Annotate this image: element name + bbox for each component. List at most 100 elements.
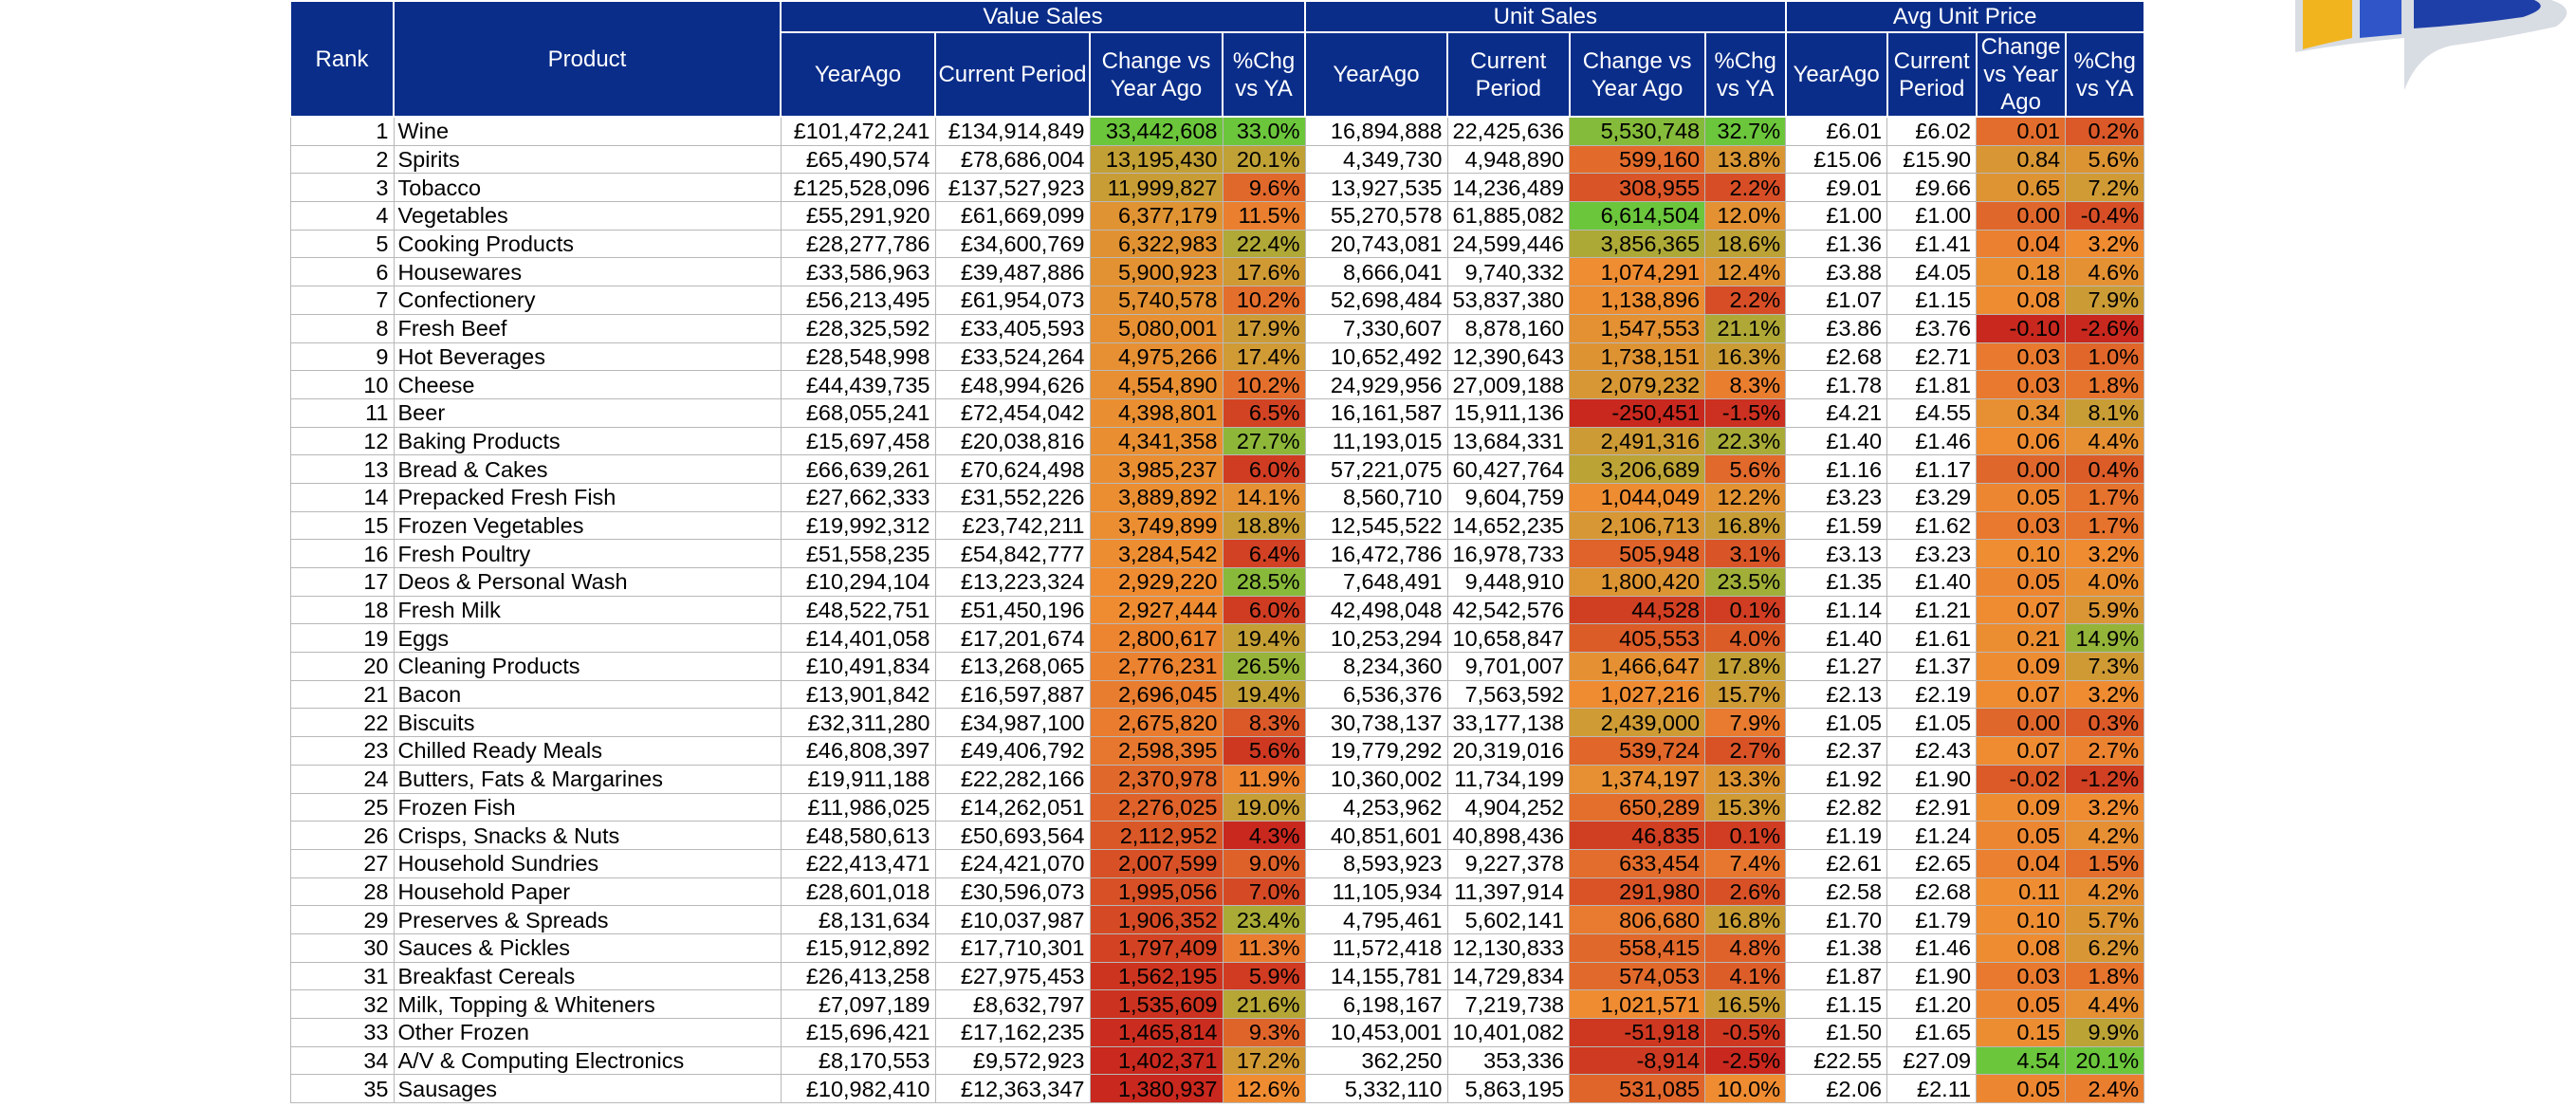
value-pct-cell: 19.4% xyxy=(1222,623,1306,654)
unit-current-cell: 27,009,188 xyxy=(1446,370,1571,399)
unit-pct-cell: 8.3% xyxy=(1704,370,1787,399)
product-cell: Household Sundries xyxy=(393,848,782,878)
price-yearago-cell: £1.92 xyxy=(1785,764,1888,794)
value-current-cell: £14,262,051 xyxy=(934,792,1091,822)
value-change-cell: 4,341,358 xyxy=(1089,426,1224,456)
value-pct-cell: 9.6% xyxy=(1222,173,1306,203)
value-pct-cell: 11.3% xyxy=(1222,933,1306,963)
rank-cell: 18 xyxy=(289,595,395,625)
price-pct-cell: 7.9% xyxy=(2065,286,2145,315)
price-change-cell: -0.10 xyxy=(1976,313,2067,343)
value-change-cell: 2,370,978 xyxy=(1089,764,1224,794)
value-current-cell: £24,421,070 xyxy=(934,848,1091,878)
product-cell: Bread & Cakes xyxy=(393,454,782,484)
price-yearago-cell: £1.87 xyxy=(1785,961,1888,991)
value-yearago-cell: £28,601,018 xyxy=(780,877,936,907)
value-yearago-cell: £65,490,574 xyxy=(780,144,936,175)
unit-pct-cell: 22.3% xyxy=(1704,426,1787,456)
value-change-cell: 3,889,892 xyxy=(1089,482,1224,512)
price-yearago-cell: £3.86 xyxy=(1785,313,1888,343)
unit-pct-cell: 2.2% xyxy=(1704,286,1787,315)
product-cell: Confectionery xyxy=(393,286,782,315)
unit-pct-header: %Chg vs YA xyxy=(1703,31,1787,118)
value-pct-cell: 17.2% xyxy=(1222,1045,1306,1076)
unit-pct-cell: 17.8% xyxy=(1704,652,1787,681)
price-yearago-cell: £2.61 xyxy=(1785,848,1888,878)
price-change-cell: 0.05 xyxy=(1976,989,2067,1019)
avg-unit-price-header: Avg Unit Price xyxy=(1784,0,2145,33)
unit-pct-cell: -2.5% xyxy=(1704,1045,1787,1076)
unit-change-cell: 1,374,197 xyxy=(1569,764,1706,794)
price-current-cell: £4.05 xyxy=(1886,257,1978,287)
table-row: 26 Crisps, Snacks & Nuts £48,580,613 £50,69… xyxy=(289,821,2145,850)
product-cell: Frozen Fish xyxy=(393,792,782,822)
value-pct-cell: 9.0% xyxy=(1222,848,1306,878)
price-change-cell: 0.10 xyxy=(1976,539,2067,568)
product-cell: Frozen Vegetables xyxy=(393,510,782,541)
value-change-cell: 2,112,952 xyxy=(1089,821,1224,850)
product-cell: Butters, Fats & Margarines xyxy=(393,764,782,794)
value-pct-cell: 10.2% xyxy=(1222,286,1306,315)
table-row: 8 Fresh Beef £28,325,592 £33,405,593 5,080,0… xyxy=(289,313,2145,343)
value-current-cell: £54,842,777 xyxy=(934,539,1091,568)
unit-yearago-cell: 4,349,730 xyxy=(1304,144,1448,175)
table-row: 20 Cleaning Products £10,491,834 £13,268,06… xyxy=(289,652,2145,681)
price-current-cell: £1.61 xyxy=(1886,623,1978,654)
value-change-cell: 5,080,001 xyxy=(1089,313,1224,343)
price-yearago-cell: £2.06 xyxy=(1785,1074,1888,1104)
price-yearago-cell: £1.40 xyxy=(1785,623,1888,654)
unit-pct-cell: 2.7% xyxy=(1704,736,1787,766)
unit-change-cell: 1,738,151 xyxy=(1569,342,1706,372)
unit-current-cell: 10,401,082 xyxy=(1446,1018,1571,1047)
price-current-cell: £1.65 xyxy=(1886,1018,1978,1047)
unit-pct-cell: 15.7% xyxy=(1704,679,1787,710)
value-change-cell: 2,929,220 xyxy=(1089,567,1224,597)
price-pct-cell: 3.2% xyxy=(2065,229,2145,259)
product-cell: Biscuits xyxy=(393,708,782,738)
value-yearago-cell: £46,808,397 xyxy=(780,736,936,766)
unit-yearago-cell: 4,795,461 xyxy=(1304,905,1448,934)
price-change-cell: 0.05 xyxy=(1976,567,2067,597)
price-current-cell: £9.66 xyxy=(1886,173,1978,203)
table-row: 23 Chilled Ready Meals £46,808,397 £49,406,… xyxy=(289,736,2145,766)
unit-current-cell: 12,130,833 xyxy=(1446,933,1571,963)
value-pct-cell: 22.4% xyxy=(1222,229,1306,259)
price-change-cell: -0.02 xyxy=(1976,764,2067,794)
rank-cell: 17 xyxy=(289,567,395,597)
price-yearago-cell: £1.38 xyxy=(1785,933,1888,963)
price-yearago-cell: £2.82 xyxy=(1785,792,1888,822)
product-cell: Sauces & Pickles xyxy=(393,933,782,963)
rank-cell: 33 xyxy=(289,1018,395,1047)
price-yearago-cell: £3.23 xyxy=(1785,482,1888,512)
unit-current-cell: 20,319,016 xyxy=(1446,736,1571,766)
table-row: 24 Butters, Fats & Margarines £19,911,188 £… xyxy=(289,764,2145,794)
unit-change-cell: 650,289 xyxy=(1569,792,1706,822)
unit-yearago-cell: 13,927,535 xyxy=(1304,173,1448,203)
product-cell: Fresh Milk xyxy=(393,595,782,625)
table-row: 10 Cheese £44,439,735 £48,994,626 4,554,890 1… xyxy=(289,370,2145,399)
unit-yearago-cell: 30,738,137 xyxy=(1304,708,1448,738)
price-current-cell: £1.21 xyxy=(1886,595,1978,625)
price-pct-cell: 1.8% xyxy=(2065,961,2145,991)
value-current-cell: £33,405,593 xyxy=(934,313,1091,343)
value-change-cell: 1,797,409 xyxy=(1089,933,1224,963)
product-cell: Eggs xyxy=(393,623,782,654)
price-change-cell: 0.84 xyxy=(1976,144,2067,175)
value-yearago-cell: £48,580,613 xyxy=(780,821,936,850)
price-change-cell: 0.00 xyxy=(1976,708,2067,738)
unit-current-cell: 5,863,195 xyxy=(1446,1074,1571,1104)
product-cell: Household Paper xyxy=(393,877,782,907)
unit-current-cell: 15,911,136 xyxy=(1446,397,1571,428)
rank-cell: 22 xyxy=(289,708,395,738)
price-current-cell: £1.24 xyxy=(1886,821,1978,850)
product-cell: Crisps, Snacks & Nuts xyxy=(393,821,782,850)
unit-current-cell: 9,227,378 xyxy=(1446,848,1571,878)
value-current-header: Current Period xyxy=(934,31,1091,118)
table-row: 25 Frozen Fish £11,986,025 £14,262,051 2,276… xyxy=(289,792,2145,822)
price-change-cell: 4.54 xyxy=(1976,1045,2067,1076)
price-yearago-cell: £1.15 xyxy=(1785,989,1888,1019)
rank-cell: 27 xyxy=(289,848,395,878)
price-current-cell: £2.11 xyxy=(1886,1074,1978,1104)
price-change-cell: 0.07 xyxy=(1976,736,2067,766)
rank-cell: 12 xyxy=(289,426,395,456)
